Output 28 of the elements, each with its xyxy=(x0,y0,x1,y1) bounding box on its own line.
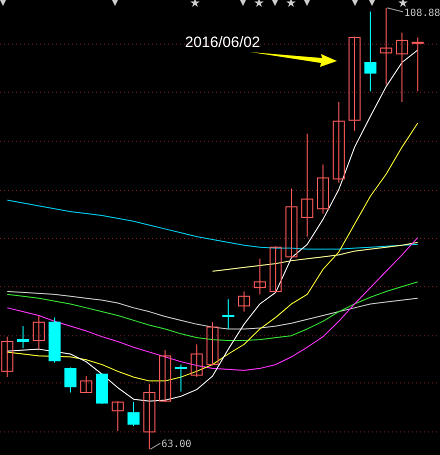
annotation: 63.00 xyxy=(161,439,192,450)
candlestick xyxy=(64,366,76,393)
candlestick xyxy=(364,11,376,92)
candlestick xyxy=(143,383,156,450)
candlestick xyxy=(285,188,298,258)
candlestick xyxy=(348,36,361,132)
candlestick xyxy=(1,336,14,378)
candlestick xyxy=(238,290,250,312)
candlestick xyxy=(222,298,234,330)
candlestick xyxy=(332,101,345,184)
candlestick xyxy=(380,7,392,86)
annotation: 108.88 xyxy=(404,8,440,19)
candlestick xyxy=(159,350,172,403)
candlestick xyxy=(128,402,140,427)
candlestick xyxy=(396,32,408,102)
candlestick xyxy=(80,376,92,393)
candlestick xyxy=(254,258,266,295)
candlestick xyxy=(316,164,330,214)
annotation: 2016/06/02 xyxy=(185,34,260,51)
candlestick xyxy=(301,133,314,238)
candlestick xyxy=(206,322,219,366)
candlestick xyxy=(32,315,45,350)
candlestick xyxy=(270,246,282,293)
candlestick xyxy=(412,37,424,92)
candlestick xyxy=(174,364,187,392)
candlestick xyxy=(190,344,203,378)
candlestick xyxy=(112,400,124,432)
candlestick xyxy=(17,326,30,349)
